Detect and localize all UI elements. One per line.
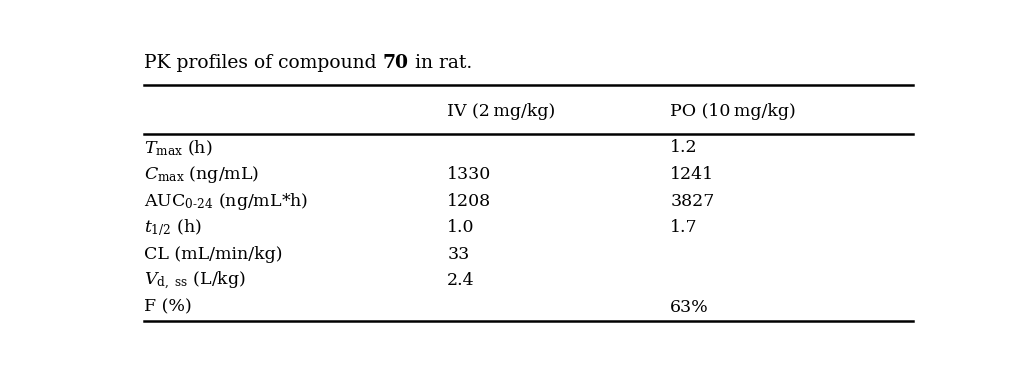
Text: IV (2 mg/kg): IV (2 mg/kg) (447, 103, 555, 120)
Text: 2.4: 2.4 (447, 272, 475, 289)
Text: in rat.: in rat. (409, 54, 472, 72)
Text: PK profiles of compound: PK profiles of compound (144, 54, 383, 72)
Text: 1.2: 1.2 (670, 139, 698, 156)
Text: $t_{1/2}$ (h): $t_{1/2}$ (h) (144, 217, 203, 238)
Text: 70: 70 (383, 54, 409, 72)
Text: $\mathrm{AUC}_{0\text{-}24}$ (ng/mL*h): $\mathrm{AUC}_{0\text{-}24}$ (ng/mL*h) (144, 190, 308, 211)
Text: $C_{\mathrm{max}}$ (ng/mL): $C_{\mathrm{max}}$ (ng/mL) (144, 164, 260, 185)
Text: 1208: 1208 (447, 193, 491, 210)
Text: F (%): F (%) (144, 299, 192, 315)
Text: PO (10 mg/kg): PO (10 mg/kg) (670, 103, 796, 120)
Text: 63%: 63% (670, 299, 709, 315)
Text: 1241: 1241 (670, 166, 714, 183)
Text: 33: 33 (447, 245, 470, 263)
Text: 1.0: 1.0 (447, 219, 475, 236)
Text: 1.7: 1.7 (670, 219, 698, 236)
Text: $V_{\mathrm{d,\ ss}}$ (L/kg): $V_{\mathrm{d,\ ss}}$ (L/kg) (144, 269, 247, 292)
Text: $T_{\mathrm{max}}$ (h): $T_{\mathrm{max}}$ (h) (144, 138, 213, 158)
Text: 1330: 1330 (447, 166, 491, 183)
Text: CL (mL/min/kg): CL (mL/min/kg) (144, 245, 283, 263)
Text: 3827: 3827 (670, 193, 714, 210)
